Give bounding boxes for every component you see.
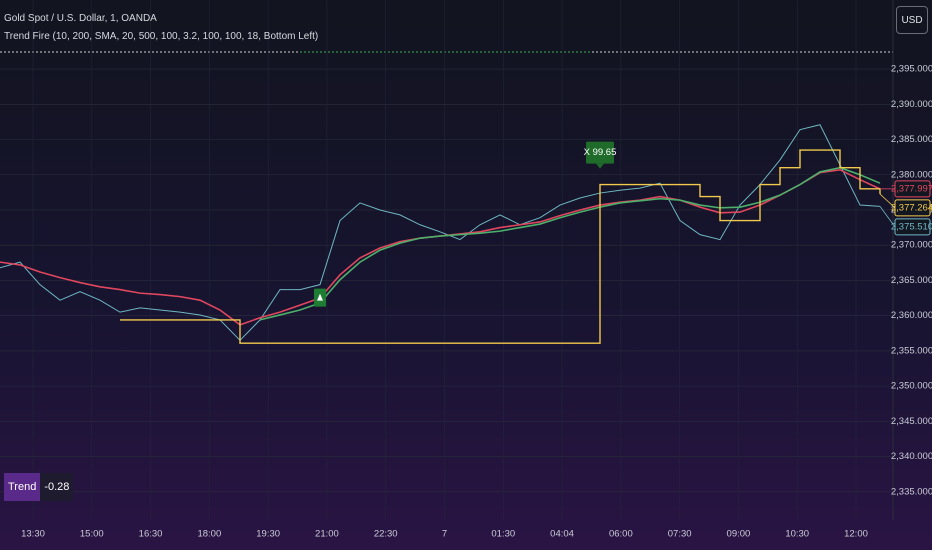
x-tick-label: 18:00 — [197, 529, 221, 540]
y-tick-label: 2,395.000 — [891, 64, 932, 75]
x-tick-label: 22:30 — [374, 529, 398, 540]
last-value-line — [879, 206, 896, 228]
x-tick-label: 07:30 — [668, 529, 692, 540]
y-tick-label: 2,385.000 — [891, 134, 932, 145]
series-line — [0, 168, 881, 326]
last-value-label: 2,375.510 — [891, 221, 932, 232]
x-tick-label: 10:30 — [785, 529, 809, 540]
x-tick-label: 04:04 — [550, 529, 574, 540]
y-tick-label: 2,345.000 — [891, 416, 932, 427]
y-tick-label: 2,365.000 — [891, 275, 932, 286]
y-tick-label: 2,340.000 — [891, 451, 932, 462]
trend-table: Trend -0.28 — [4, 473, 74, 501]
signal-arrow — [317, 293, 323, 301]
signal-label: X 99.65 — [584, 147, 617, 158]
x-tick-label: 16:30 — [139, 529, 163, 540]
series-line — [259, 166, 881, 321]
last-value-label: 2,377.264 — [891, 202, 932, 213]
x-tick-label: 06:00 — [609, 529, 633, 540]
trend-label: Trend — [4, 473, 41, 501]
last-value-box — [894, 180, 931, 198]
y-tick-label: 2,370.000 — [891, 240, 932, 251]
last-value-box — [894, 218, 931, 236]
chart-title: Gold Spot / U.S. Dollar, 1, OANDA — [4, 13, 157, 24]
indicator-title: Trend Fire (10, 200, SMA, 20, 500, 100, … — [4, 31, 319, 42]
signal-pointer — [596, 163, 604, 169]
series-line — [0, 124, 881, 342]
y-tick-label: 2,355.000 — [891, 345, 932, 356]
x-tick-label: 13:30 — [21, 529, 45, 540]
last-value-box — [894, 199, 931, 217]
y-tick-label: 2,380.000 — [891, 169, 932, 180]
x-tick-label: 09:00 — [727, 529, 751, 540]
last-value-label: 2,377.997 — [891, 183, 932, 194]
x-tick-label: 15:00 — [80, 529, 104, 540]
currency-button[interactable]: USD — [896, 6, 928, 34]
x-tick-label: 01:30 — [491, 529, 515, 540]
y-tick-label: 2,350.000 — [891, 381, 932, 392]
x-tick-label: 7 — [442, 529, 447, 540]
series-line — [120, 149, 881, 344]
y-tick-label: 2,335.000 — [891, 486, 932, 497]
y-tick-label: 2,360.000 — [891, 310, 932, 321]
signal-box — [586, 141, 614, 164]
trend-value: -0.28 — [40, 473, 74, 501]
x-tick-label: 12:00 — [844, 529, 868, 540]
x-tick-label: 19:30 — [256, 529, 280, 540]
y-tick-label: 2,390.000 — [891, 99, 932, 110]
x-tick-label: 21:00 — [315, 529, 339, 540]
last-value-line — [879, 193, 896, 209]
